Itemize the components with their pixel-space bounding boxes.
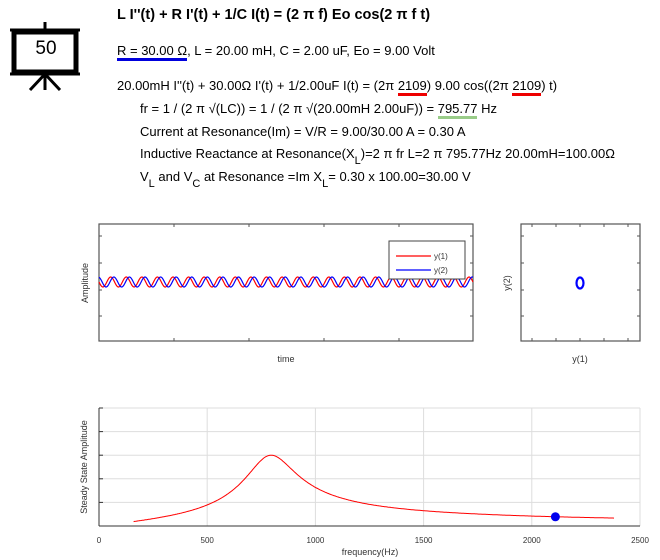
x-tick-label: 500	[201, 536, 215, 545]
v-text: V	[140, 169, 149, 184]
freq-xlabel: frequency(Hz)	[342, 547, 399, 557]
fr-formula: fr = 1 / (2 π √(LC)) = 1 / (2 π √(20.00m…	[140, 101, 438, 116]
time-xlabel: time	[277, 354, 294, 364]
series-y1-line	[98, 276, 474, 288]
eq-part: 20.00mH I''(t) + 30.00Ω I'(t) + 1/2.00uF…	[117, 78, 398, 93]
current-frequency-marker[interactable]	[550, 512, 560, 522]
resonance-frequency-line: fr = 1 / (2 π √(LC)) = 1 / (2 π √(20.00m…	[140, 101, 497, 119]
eq-part: ) 9.00 cos((2π	[426, 78, 513, 93]
x-tick-label: 2500	[631, 536, 649, 545]
x-tick-label: 0	[97, 536, 102, 545]
driving-frequency[interactable]: 2109	[512, 78, 542, 96]
driving-frequency[interactable]: 2109	[397, 78, 427, 96]
resistance-value[interactable]: R = 30.00 Ω	[117, 43, 188, 61]
response-curve	[133, 454, 615, 523]
eq-part: ) t)	[541, 78, 558, 93]
frequency-response-plot: 0 500 1000 1500 2000 2500 frequency(Hz) Stead…	[79, 407, 649, 557]
xl-text: )=2 π fr L=2 π 795.77Hz 20.00mH=100.00Ω	[360, 146, 615, 161]
time-plot: y(1) y(2) time Amplitude	[80, 223, 474, 364]
presentation-easel-icon	[10, 22, 80, 92]
x-tick-label: 1500	[415, 536, 433, 545]
legend-y2-label: y(2)	[434, 266, 448, 275]
x-tick-label: 1000	[307, 536, 325, 545]
phase-ylabel: y(2)	[502, 275, 512, 291]
phase-plot-frame	[520, 223, 641, 342]
slide-number: 50	[35, 38, 57, 59]
phase-plot: y(1) y(2)	[502, 223, 641, 364]
v-sub: L	[148, 178, 155, 190]
parameters-line: R = 30.00 Ω, L = 20.00 mH, C = 2.00 uF, …	[117, 43, 435, 61]
v-text: = 0.30 x 100.00=30.00 V	[328, 169, 471, 184]
freq-grid	[99, 407, 641, 526]
inductive-reactance-line: Inductive Reactance at Resonance(XL)=2 π…	[140, 146, 615, 167]
resonance-frequency-value: 795.77	[437, 101, 478, 119]
phase-trajectory	[575, 276, 585, 290]
v-text: at Resonance =Im X	[200, 169, 323, 184]
v-sub: L	[322, 178, 329, 190]
time-plot-ticks	[98, 224, 474, 341]
v-text: and V	[154, 169, 193, 184]
freq-ylabel: Steady State Amplitude	[79, 420, 89, 514]
v-sub: C	[192, 178, 201, 190]
parameters-rest: , L = 20.00 mH, C = 2.00 uF, Eo = 9.00 V…	[187, 43, 435, 58]
legend-y1-label: y(1)	[434, 252, 448, 261]
equation-title: L I''(t) + R I'(t) + 1/C I(t) = (2 π f) …	[117, 7, 431, 23]
current-at-resonance: Current at Resonance(Im) = V/R = 9.00/30…	[140, 124, 466, 139]
time-ylabel: Amplitude	[80, 263, 90, 303]
phase-plot-ticks	[521, 224, 640, 341]
fr-unit: Hz	[477, 101, 497, 116]
xl-text: Inductive Reactance at Resonance(X	[140, 146, 355, 161]
phase-xlabel: y(1)	[572, 354, 588, 364]
xl-sub: L	[354, 155, 361, 167]
substituted-equation: 20.00mH I''(t) + 30.00Ω I'(t) + 1/2.00uF…	[117, 78, 558, 96]
voltage-at-resonance-line: VL and VC at Resonance =Im XL= 0.30 x 10…	[140, 169, 471, 190]
legend: y(1) y(2)	[388, 240, 466, 280]
x-tick-label: 2000	[523, 536, 541, 545]
